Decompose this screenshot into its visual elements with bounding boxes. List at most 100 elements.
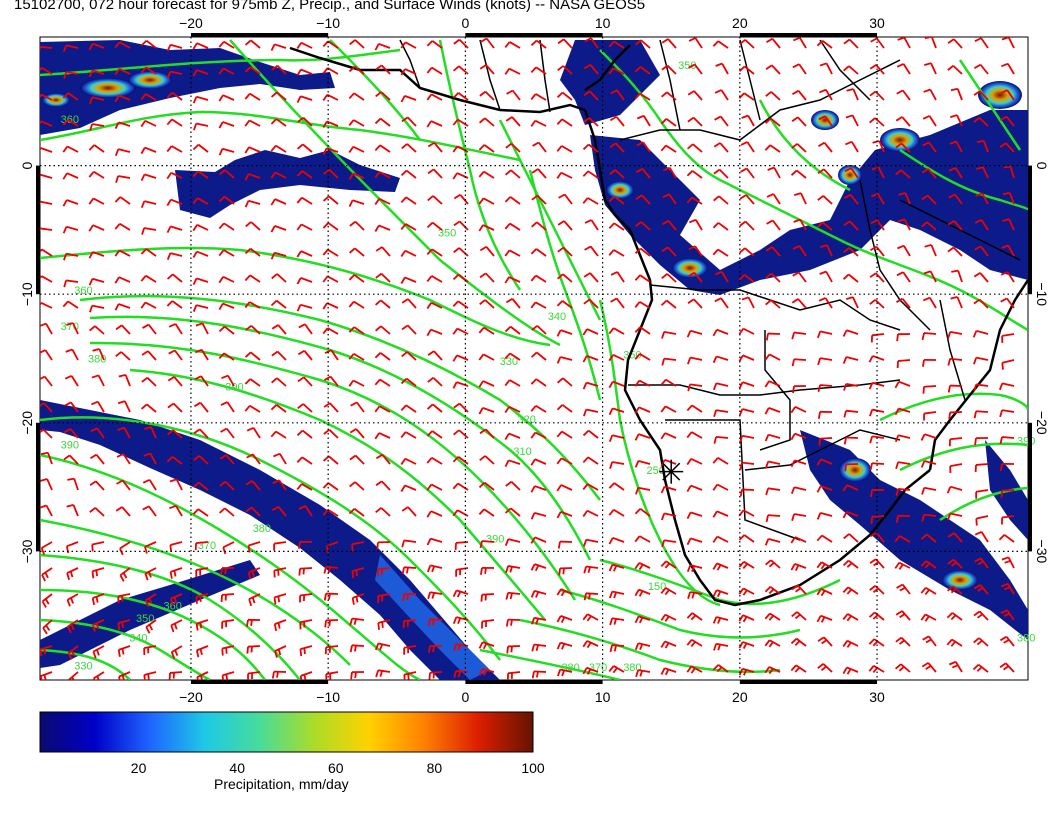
wind-barb-787 [738, 560, 755, 569]
wind-barb-154 [88, 144, 105, 153]
wind-barb-274 [245, 221, 261, 231]
wind-barb-8 [244, 39, 261, 49]
wind-barb-152 [40, 147, 53, 153]
wind-barb-45 [218, 67, 235, 75]
wind-barb-185 [895, 142, 911, 153]
wind-barb-507 [374, 378, 391, 387]
wind-barb-903 [790, 637, 807, 647]
wind-barb-890 [453, 643, 469, 651]
border-9 [539, 39, 551, 113]
wind-barb-121 [218, 121, 235, 129]
wind-barb-340 [974, 245, 989, 257]
wind-barb-234 [192, 197, 209, 205]
wind-barb-688 [142, 505, 157, 517]
wind-barb-760 [41, 567, 53, 582]
wind-barb-714 [816, 512, 833, 520]
wind-barb-533 [64, 401, 79, 413]
wind-barb-14 [400, 41, 417, 49]
contour-label-23: 370 [589, 662, 607, 674]
wind-barb-758 [974, 531, 989, 543]
contour-label-12: 330 [74, 661, 92, 673]
wind-barb-148 [922, 115, 937, 127]
wind-barb-855 [531, 616, 547, 625]
wind-barb-124 [297, 116, 313, 127]
wind-barb-252 [662, 193, 677, 205]
wind-barb-743 [583, 538, 599, 547]
wind-barb-842 [195, 619, 209, 631]
wind-barb-694 [298, 505, 313, 517]
wind-barb-488 [868, 355, 885, 363]
wind-barb-386 [192, 304, 209, 312]
wind-barb-454 [972, 329, 989, 338]
colorbar-tick-4: 100 [521, 760, 545, 776]
wind-barb-469 [374, 352, 391, 361]
wind-barb-355 [375, 272, 391, 283]
wind-barb-393 [375, 299, 391, 309]
wind-barb-773 [376, 567, 391, 577]
wind-barb-305 [63, 252, 79, 261]
wind-barb-292 [712, 222, 729, 231]
contour-line-26 [599, 49, 721, 182]
wind-barb-392 [348, 300, 365, 309]
wind-barb-330 [712, 248, 729, 257]
wind-barb-754 [870, 531, 885, 543]
wind-barb-608 [40, 451, 53, 465]
wind-barb-26 [712, 40, 729, 49]
wind-barb-664 [505, 480, 521, 491]
wind-barb-871 [946, 612, 963, 621]
wind-barb-869 [895, 610, 911, 621]
wind-barb-560 [764, 407, 781, 415]
lon-tick-bottom-3: 10 [595, 689, 611, 705]
wind-barb-179 [740, 141, 755, 153]
wind-barb-312 [244, 247, 261, 257]
wind-barb-573 [117, 426, 131, 439]
wind-barb-306 [88, 251, 105, 259]
wind-barb-885 [324, 645, 339, 655]
wind-barb-663 [478, 481, 495, 491]
wind-barb-515 [582, 381, 599, 390]
wind-barb-151 [1000, 115, 1015, 127]
wind-barb-590 [556, 430, 573, 439]
wind-barb-329 [688, 245, 703, 257]
wind-barb-540 [244, 404, 261, 413]
wind-barb-647 [67, 477, 79, 491]
wind-barb-708 [660, 512, 677, 521]
wind-barb-36 [974, 37, 989, 49]
wind-barb-615 [219, 454, 235, 465]
precip-core-east-4 [811, 110, 839, 130]
wind-barb-889 [428, 644, 443, 653]
wind-barb-486 [817, 357, 833, 366]
wind-barb-783 [634, 562, 651, 571]
wind-barb-90 [400, 95, 417, 103]
border-5 [744, 429, 901, 471]
wind-barb-72 [924, 62, 937, 75]
lon-tick-bottom-5: 30 [869, 689, 885, 705]
wind-barb-682 [975, 489, 989, 499]
wind-barb-377 [951, 269, 963, 283]
wind-barb-639 [844, 463, 859, 472]
wind-barb-724 [91, 541, 105, 552]
lat-tick-right-1: −10 [1034, 282, 1050, 306]
wind-barb-371 [792, 271, 807, 283]
wind-barb-177 [687, 143, 703, 153]
wind-barb-665 [530, 485, 547, 493]
wind-barb-23 [635, 39, 651, 49]
wind-barb-68 [819, 62, 833, 75]
wind-barb-862 [712, 616, 729, 624]
wind-barb-387 [218, 302, 235, 311]
wind-barb-668 [608, 482, 625, 491]
wind-barb-936 [660, 667, 677, 676]
wind-barb-877 [117, 645, 131, 657]
wind-barb-9 [270, 43, 287, 51]
wind-barb-103 [738, 92, 755, 101]
wind-barb-875 [67, 645, 79, 660]
wind-barb-313 [270, 251, 287, 260]
wind-barb-655 [272, 479, 287, 491]
border-1 [649, 284, 901, 331]
wind-barb-323 [530, 248, 547, 257]
wind-barb-686 [89, 507, 105, 517]
wind-barb-813 [427, 591, 443, 600]
wind-barb-626 [504, 459, 521, 468]
wind-barb-125 [322, 120, 339, 128]
wind-barb-112 [973, 90, 989, 101]
